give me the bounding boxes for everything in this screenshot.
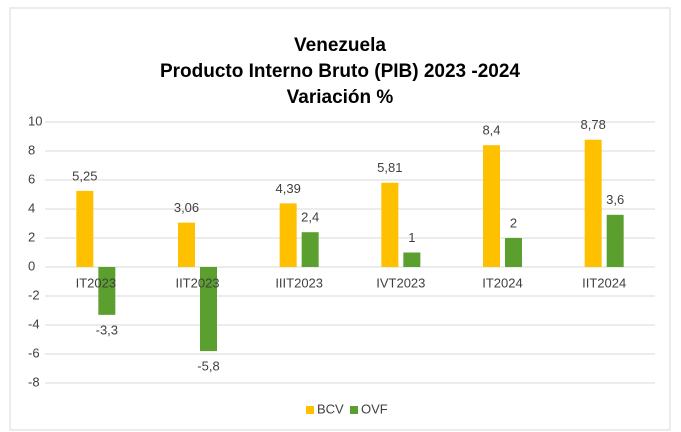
bar: [98, 267, 116, 315]
data-label: 2,4: [301, 210, 319, 225]
data-label: 3,6: [606, 192, 624, 207]
x-tick-label: IT2024: [482, 275, 522, 290]
x-tick-label: IT2023: [76, 275, 116, 290]
bar: [403, 252, 421, 267]
y-tick-label: 2: [28, 229, 35, 244]
bar: [76, 190, 94, 267]
y-tick-label: 0: [28, 258, 35, 273]
chart-title: Venezuela: [294, 35, 386, 56]
y-tick-label: -8: [28, 374, 40, 389]
bar: [200, 267, 217, 352]
y-tick-label: 8: [28, 142, 35, 157]
legend-label: OVF: [361, 401, 388, 416]
x-tick-label: IIIT2023: [275, 275, 323, 290]
x-tick-label: IVT2023: [376, 275, 425, 290]
legend-swatch: [306, 406, 314, 414]
x-tick-label: IIT2024: [582, 275, 626, 290]
chart-title: Variación %: [287, 87, 394, 108]
y-tick-label: 10: [28, 113, 42, 128]
bar: [584, 139, 602, 267]
bar: [381, 182, 399, 267]
data-label: 3,06: [174, 200, 199, 215]
bar: [606, 214, 624, 267]
data-label: 8,78: [581, 117, 606, 132]
data-label: 5,81: [377, 160, 402, 175]
data-label: 5,25: [72, 168, 97, 183]
y-tick-label: -6: [28, 345, 40, 360]
bar: [301, 232, 319, 267]
x-tick-label: IIT2023: [175, 275, 219, 290]
y-tick-label: -4: [28, 316, 40, 331]
y-tick-label: -2: [28, 287, 40, 302]
bar: [279, 203, 297, 267]
bar: [178, 222, 195, 267]
data-label: 1: [408, 230, 415, 245]
chart-frame: [9, 7, 671, 431]
y-tick-label: 6: [28, 171, 35, 186]
data-label: 8,4: [482, 123, 500, 138]
chart-title: Producto Interno Bruto (PIB) 2023 -2024: [160, 61, 520, 82]
bar: [483, 145, 500, 267]
data-label: 2: [510, 215, 517, 230]
y-tick-label: 4: [28, 200, 35, 215]
legend-label: BCV: [317, 401, 344, 416]
data-label: -3,3: [96, 322, 118, 337]
bar: [505, 238, 522, 267]
data-label: -5,8: [197, 359, 219, 374]
data-label: 4,39: [276, 181, 301, 196]
legend-swatch: [350, 406, 358, 414]
